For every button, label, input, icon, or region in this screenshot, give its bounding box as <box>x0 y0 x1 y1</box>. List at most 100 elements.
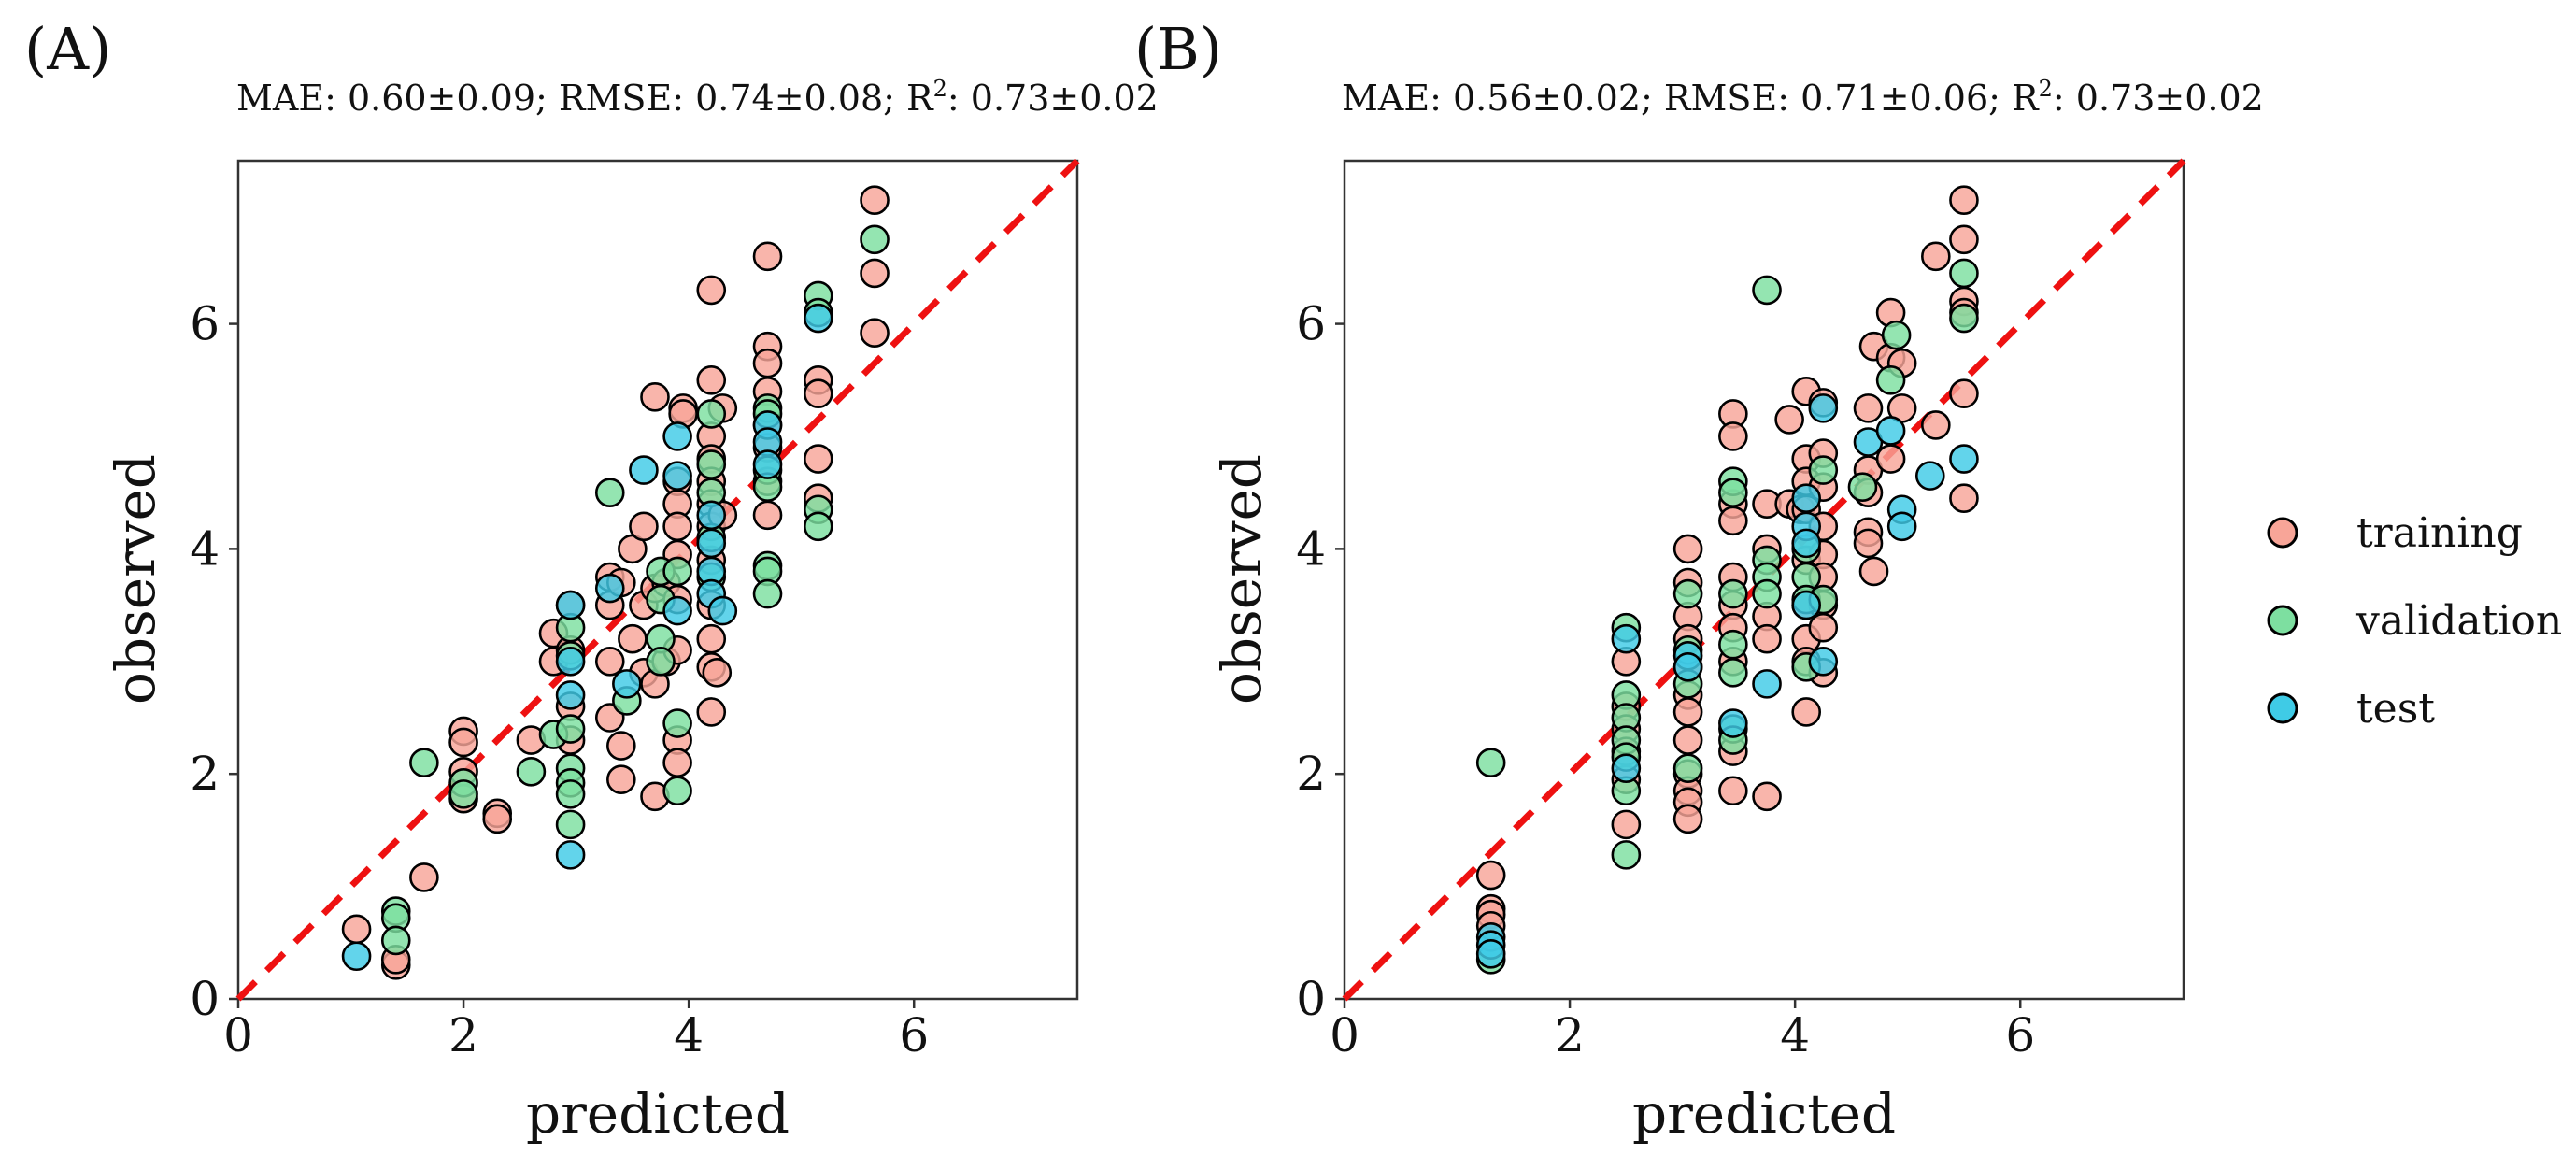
identity-line-b <box>1342 158 2186 1002</box>
point-test <box>1611 753 1642 783</box>
point-training <box>1875 444 1906 474</box>
y-tick-label-a: 4 <box>190 521 220 576</box>
point-validation <box>594 478 625 507</box>
point-test <box>803 303 833 334</box>
legend-swatch-test <box>2267 692 2298 724</box>
point-training <box>662 511 692 542</box>
point-validation <box>516 756 547 787</box>
point-validation <box>803 511 833 542</box>
plot-frame-b <box>1343 159 2185 1001</box>
point-training <box>1672 534 1703 564</box>
x-tick-label-a: 6 <box>899 1008 929 1062</box>
point-test <box>1752 669 1782 699</box>
y-tick-label-b: 6 <box>1296 297 1326 351</box>
metrics-a: MAE: 0.60±0.09; RMSE: 0.74±0.08; R2: 0.7… <box>236 76 1159 119</box>
identity-line-a <box>235 158 1080 1002</box>
point-validation <box>1718 629 1748 660</box>
point-validation <box>1672 753 1703 783</box>
axis-ticks-b: 0 2 4 6 0 2 4 6 <box>1296 297 2035 1062</box>
point-test <box>629 455 659 485</box>
point-validation <box>646 646 676 677</box>
point-training <box>1752 781 1782 812</box>
panel-a: (A) MAE: 0.60±0.09; RMSE: 0.74±0.08; R2:… <box>24 15 1159 1146</box>
point-training <box>448 727 478 758</box>
point-validation <box>1949 303 1979 334</box>
point-test <box>341 941 372 972</box>
point-training <box>1921 410 1951 440</box>
point-test <box>662 595 692 626</box>
point-training <box>1672 725 1703 755</box>
ylabel-a: observed <box>104 454 167 705</box>
reference-line-a <box>235 158 1080 1002</box>
point-training <box>341 914 372 945</box>
x-tick-label-a: 0 <box>223 1008 253 1062</box>
point-validation <box>1949 258 1979 289</box>
point-validation <box>1808 455 1839 485</box>
reference-line-b <box>1342 158 2186 1002</box>
point-training <box>482 804 513 834</box>
point-validation <box>1611 840 1642 870</box>
point-validation <box>860 224 890 255</box>
point-training <box>752 241 783 272</box>
point-validation <box>696 399 727 429</box>
point-validation <box>555 714 586 744</box>
point-test <box>1791 590 1822 620</box>
x-tick-label-b: 0 <box>1330 1008 1359 1062</box>
legend-label-test: test <box>2356 685 2435 733</box>
point-test <box>1886 511 1917 542</box>
points-b <box>1475 185 1979 975</box>
point-training <box>1475 860 1506 891</box>
metrics-b-sup: 2 <box>2039 76 2053 102</box>
point-training <box>696 364 727 395</box>
point-training <box>752 348 783 378</box>
points-a <box>341 185 890 980</box>
legend-label-validation: validation <box>2355 597 2562 645</box>
y-tick-label-a: 0 <box>190 972 220 1026</box>
point-training <box>1949 185 1979 215</box>
y-tick-label-a: 6 <box>190 297 220 351</box>
point-training <box>696 623 727 654</box>
point-test <box>1914 461 1945 491</box>
point-training <box>1808 612 1839 643</box>
point-training <box>1921 241 1951 272</box>
x-tick-label-a: 2 <box>448 1008 478 1062</box>
point-validation <box>1718 478 1748 507</box>
legend-swatch-training <box>2267 517 2298 549</box>
y-tick-label-b: 2 <box>1296 747 1326 801</box>
point-training <box>618 623 648 654</box>
point-validation <box>448 779 478 809</box>
point-test <box>696 500 727 531</box>
point-training <box>1853 393 1884 423</box>
point-training <box>860 318 890 349</box>
point-validation <box>409 748 439 777</box>
point-training <box>1718 421 1748 451</box>
point-training <box>606 731 636 761</box>
point-test <box>555 680 586 710</box>
point-training <box>594 646 625 677</box>
point-test <box>662 461 692 491</box>
point-training <box>662 748 692 777</box>
point-training <box>702 658 733 688</box>
metrics-b-text: MAE: 0.56±0.02; RMSE: 0.71±0.06; R <box>1342 78 2040 119</box>
point-validation <box>555 809 586 840</box>
xlabel-b: predicted <box>1632 1082 1896 1146</box>
point-training <box>803 444 833 474</box>
y-tick-label-b: 0 <box>1296 972 1326 1026</box>
point-training <box>752 500 783 531</box>
point-validation <box>662 556 692 587</box>
xlabel-a: predicted <box>526 1082 790 1146</box>
point-training <box>606 764 636 795</box>
point-training <box>1949 378 1979 409</box>
point-training <box>629 511 659 542</box>
point-validation <box>662 776 692 806</box>
x-tick-label-a: 4 <box>674 1008 704 1062</box>
point-training <box>1853 528 1884 559</box>
axis-ticks-a: 0 2 4 6 0 2 4 6 <box>190 297 929 1062</box>
ylabel-b: observed <box>1210 454 1274 705</box>
point-validation <box>1875 364 1906 395</box>
point-test <box>662 421 692 451</box>
point-test <box>1791 483 1822 514</box>
point-test <box>696 528 727 559</box>
point-test <box>555 590 586 620</box>
